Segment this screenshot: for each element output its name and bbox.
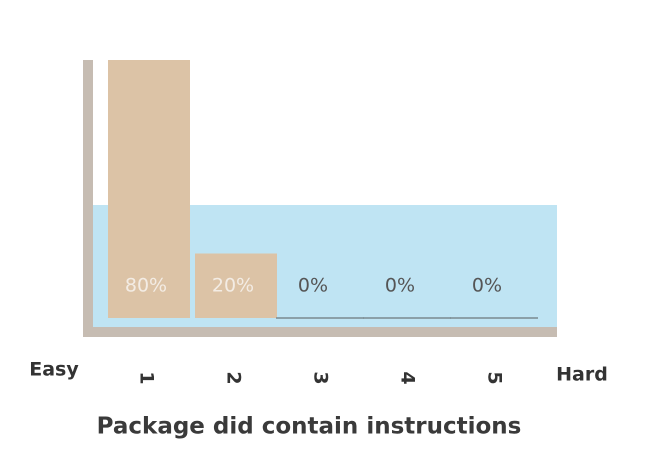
x-tick-label: 4 — [397, 371, 419, 384]
x-tick-label: 1 — [136, 371, 158, 384]
annotation: Easy — [29, 359, 79, 381]
chart-title: Package did contain instructions — [97, 414, 522, 440]
value-label: 80% — [125, 275, 167, 297]
annotation: Hard — [556, 364, 608, 386]
x-tick-label: 3 — [310, 371, 332, 384]
value-label: 0% — [385, 275, 415, 297]
y-axis — [83, 60, 93, 337]
value-label: 20% — [212, 275, 254, 297]
value-label: 0% — [472, 275, 502, 297]
x-axis — [83, 327, 557, 337]
bar — [195, 253, 277, 318]
x-tick-label: 2 — [223, 371, 245, 384]
value-label: 0% — [298, 275, 328, 297]
x-tick-label: 5 — [484, 371, 506, 384]
bar — [108, 60, 190, 318]
